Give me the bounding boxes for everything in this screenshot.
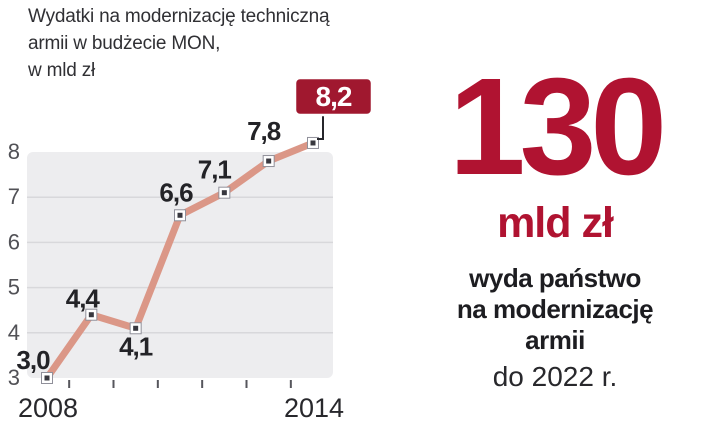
callout-big-number: 130 <box>448 50 667 204</box>
x-axis-label: 2008 <box>18 393 78 423</box>
data-point-marker-core <box>44 375 50 381</box>
data-point-label: 7,8 <box>247 116 281 146</box>
data-point-marker-core <box>221 190 227 196</box>
data-point-label: 7,1 <box>198 155 232 185</box>
callout-desc-line-2: na modernizację <box>456 294 654 324</box>
y-axis-label: 8 <box>8 139 20 164</box>
highlight-badge-label: 8,2 <box>316 81 352 112</box>
badge-connector-line <box>317 115 324 140</box>
chart-title-line-3: w mld zł <box>28 60 96 81</box>
chart-title: Wydatki na modernizację techniczną armii… <box>28 3 330 84</box>
x-axis-label: 2014 <box>284 393 344 423</box>
callout-panel: 130 mld zł wyda państwo na modernizację … <box>390 58 720 392</box>
data-point-marker-core <box>133 325 139 331</box>
data-point-label: 4,1 <box>119 331 153 361</box>
data-point-label: 3,0 <box>16 345 50 375</box>
callout-unit: mld zł <box>497 199 614 247</box>
chart-svg: 3 4 5 6 7 8 2008 2014 3,0 4,4 4,1 6,67,1 7,8 8,2 <box>8 76 374 423</box>
data-point-marker-core <box>310 140 316 146</box>
callout-desc-line-1: wyda państwo <box>469 263 641 293</box>
data-point-marker-core <box>177 212 183 218</box>
data-point-marker-core <box>88 312 94 318</box>
highlight-badge <box>293 76 374 117</box>
y-axis-label: 3 <box>8 365 20 390</box>
y-axis-label: 6 <box>8 229 20 254</box>
chart-title-line-1: Wydatki na modernizację techniczną <box>28 6 330 27</box>
callout-year-line: do 2022 r. <box>492 361 618 392</box>
callout-description: wyda państwo na modernizację armii <box>390 263 720 356</box>
y-axis-label: 5 <box>8 275 20 300</box>
data-point-marker-core <box>266 158 272 164</box>
chart-title-line-2: armii w budżecie MON, <box>28 33 221 54</box>
y-axis-label: 7 <box>8 184 20 209</box>
data-point-label: 6,6 <box>159 177 193 207</box>
data-point-label: 4,4 <box>66 284 101 314</box>
y-axis-label: 4 <box>8 320 20 345</box>
callout-desc-line-3: armii <box>525 325 585 355</box>
